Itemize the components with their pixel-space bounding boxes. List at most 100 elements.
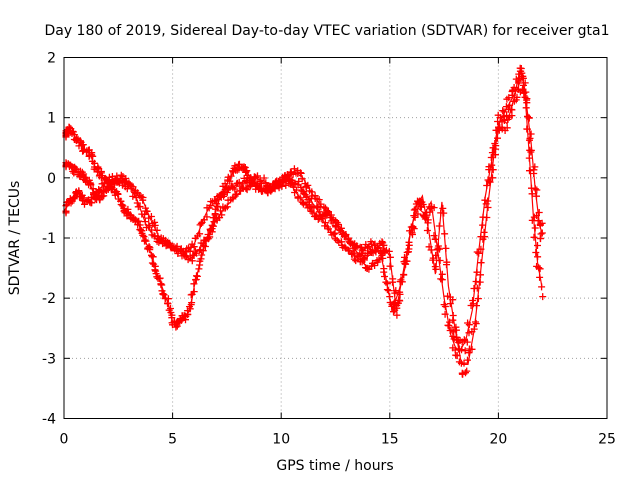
data-point-marker: [350, 249, 358, 257]
data-point-marker: [473, 284, 481, 292]
data-point-marker: [537, 230, 545, 238]
data-point-marker: [484, 204, 492, 211]
data-point-marker: [314, 203, 322, 211]
data-point-marker: [195, 265, 203, 273]
data-point-marker: [405, 248, 412, 256]
data-point-marker: [173, 322, 181, 330]
data-point-marker: [172, 323, 180, 331]
data-point-marker: [434, 242, 442, 250]
series-3: [62, 172, 389, 273]
data-point-marker: [66, 124, 73, 132]
data-point-marker: [313, 202, 321, 210]
data-point-marker: [146, 246, 154, 254]
data-point-marker: [409, 231, 416, 238]
data-point-marker: [522, 104, 530, 112]
data-point-marker: [330, 230, 338, 238]
data-point-marker: [117, 197, 125, 205]
data-point-marker: [441, 230, 449, 238]
data-point-marker: [239, 180, 247, 188]
data-point-marker: [197, 246, 205, 254]
data-point-marker: [481, 233, 489, 241]
data-point-marker: [535, 264, 543, 272]
data-point-marker: [156, 274, 164, 282]
data-point-marker: [221, 180, 229, 188]
data-point-marker: [489, 166, 497, 174]
data-point-marker: [223, 186, 231, 194]
data-point-marker: [451, 346, 459, 354]
data-point-marker: [149, 253, 157, 261]
data-point-marker: [383, 286, 391, 294]
data-point-marker: [530, 170, 538, 177]
data-point-marker: [129, 183, 137, 191]
data-point-marker: [484, 197, 492, 205]
data-point-marker: [231, 185, 239, 193]
data-point-marker: [539, 293, 547, 301]
data-point-marker: [516, 64, 524, 72]
data-point-marker: [190, 288, 198, 296]
data-point-marker: [70, 169, 78, 177]
data-point-marker: [193, 272, 200, 280]
data-point-marker: [235, 178, 243, 186]
y-axis-label: SDTVAR / TECUs: [7, 181, 23, 296]
data-point-marker: [526, 146, 534, 154]
data-point-marker: [293, 186, 300, 194]
data-point-marker: [455, 345, 463, 353]
data-point-marker: [335, 221, 342, 228]
data-point-marker: [254, 172, 261, 180]
data-point-marker: [511, 87, 519, 95]
data-point-marker: [307, 194, 315, 202]
data-point-marker: [508, 112, 516, 120]
data-point-marker: [477, 271, 484, 279]
data-point-marker: [532, 249, 540, 256]
data-point-marker: [374, 244, 382, 252]
data-point-marker: [381, 273, 388, 280]
series-1: [62, 65, 546, 366]
y-tick-label: -1: [42, 231, 56, 247]
data-point-marker: [533, 192, 540, 200]
data-point-marker: [371, 240, 379, 248]
data-point-marker: [360, 256, 368, 264]
data-point-marker: [463, 367, 471, 375]
tick-layer: 0 5 10 15 20 25 -4 -3 -2 -1 0 1 2: [42, 51, 616, 448]
data-point-marker: [452, 326, 460, 334]
data-point-marker: [375, 256, 383, 264]
data-point-marker: [523, 96, 531, 104]
data-point-marker: [472, 320, 480, 328]
data-point-marker: [136, 203, 144, 210]
data-point-marker: [519, 74, 527, 82]
data-point-marker: [475, 249, 483, 257]
data-point-marker: [383, 280, 391, 288]
x-tick-label: 20: [489, 432, 507, 448]
data-point-marker: [423, 209, 430, 216]
data-point-marker: [533, 186, 541, 194]
data-point-marker: [201, 236, 209, 244]
data-point-marker: [538, 283, 546, 291]
data-point-marker: [525, 154, 533, 162]
data-point-marker: [157, 280, 165, 288]
data-point-marker: [80, 170, 88, 178]
data-point-marker: [439, 204, 447, 212]
data-point-marker: [503, 124, 511, 132]
data-point-marker: [381, 247, 389, 255]
data-point-marker: [113, 174, 121, 182]
data-point-marker: [530, 213, 538, 221]
data-point-marker: [129, 192, 137, 200]
data-point-marker: [446, 300, 454, 308]
data-point-marker: [437, 275, 445, 283]
data-point-marker: [528, 184, 535, 192]
data-point-marker: [385, 287, 393, 295]
data-point-marker: [196, 230, 204, 238]
data-point-marker: [414, 210, 422, 218]
data-point-marker: [527, 130, 535, 138]
data-point-marker: [180, 251, 188, 259]
data-point-marker: [341, 243, 349, 251]
data-point-marker: [304, 181, 312, 189]
data-point-marker: [474, 295, 482, 303]
data-point-marker: [476, 278, 484, 286]
data-point-marker: [371, 262, 379, 269]
data-point-marker: [534, 253, 542, 261]
data-point-marker: [260, 174, 268, 182]
series-trace: [63, 75, 543, 354]
data-point-marker: [485, 177, 493, 185]
